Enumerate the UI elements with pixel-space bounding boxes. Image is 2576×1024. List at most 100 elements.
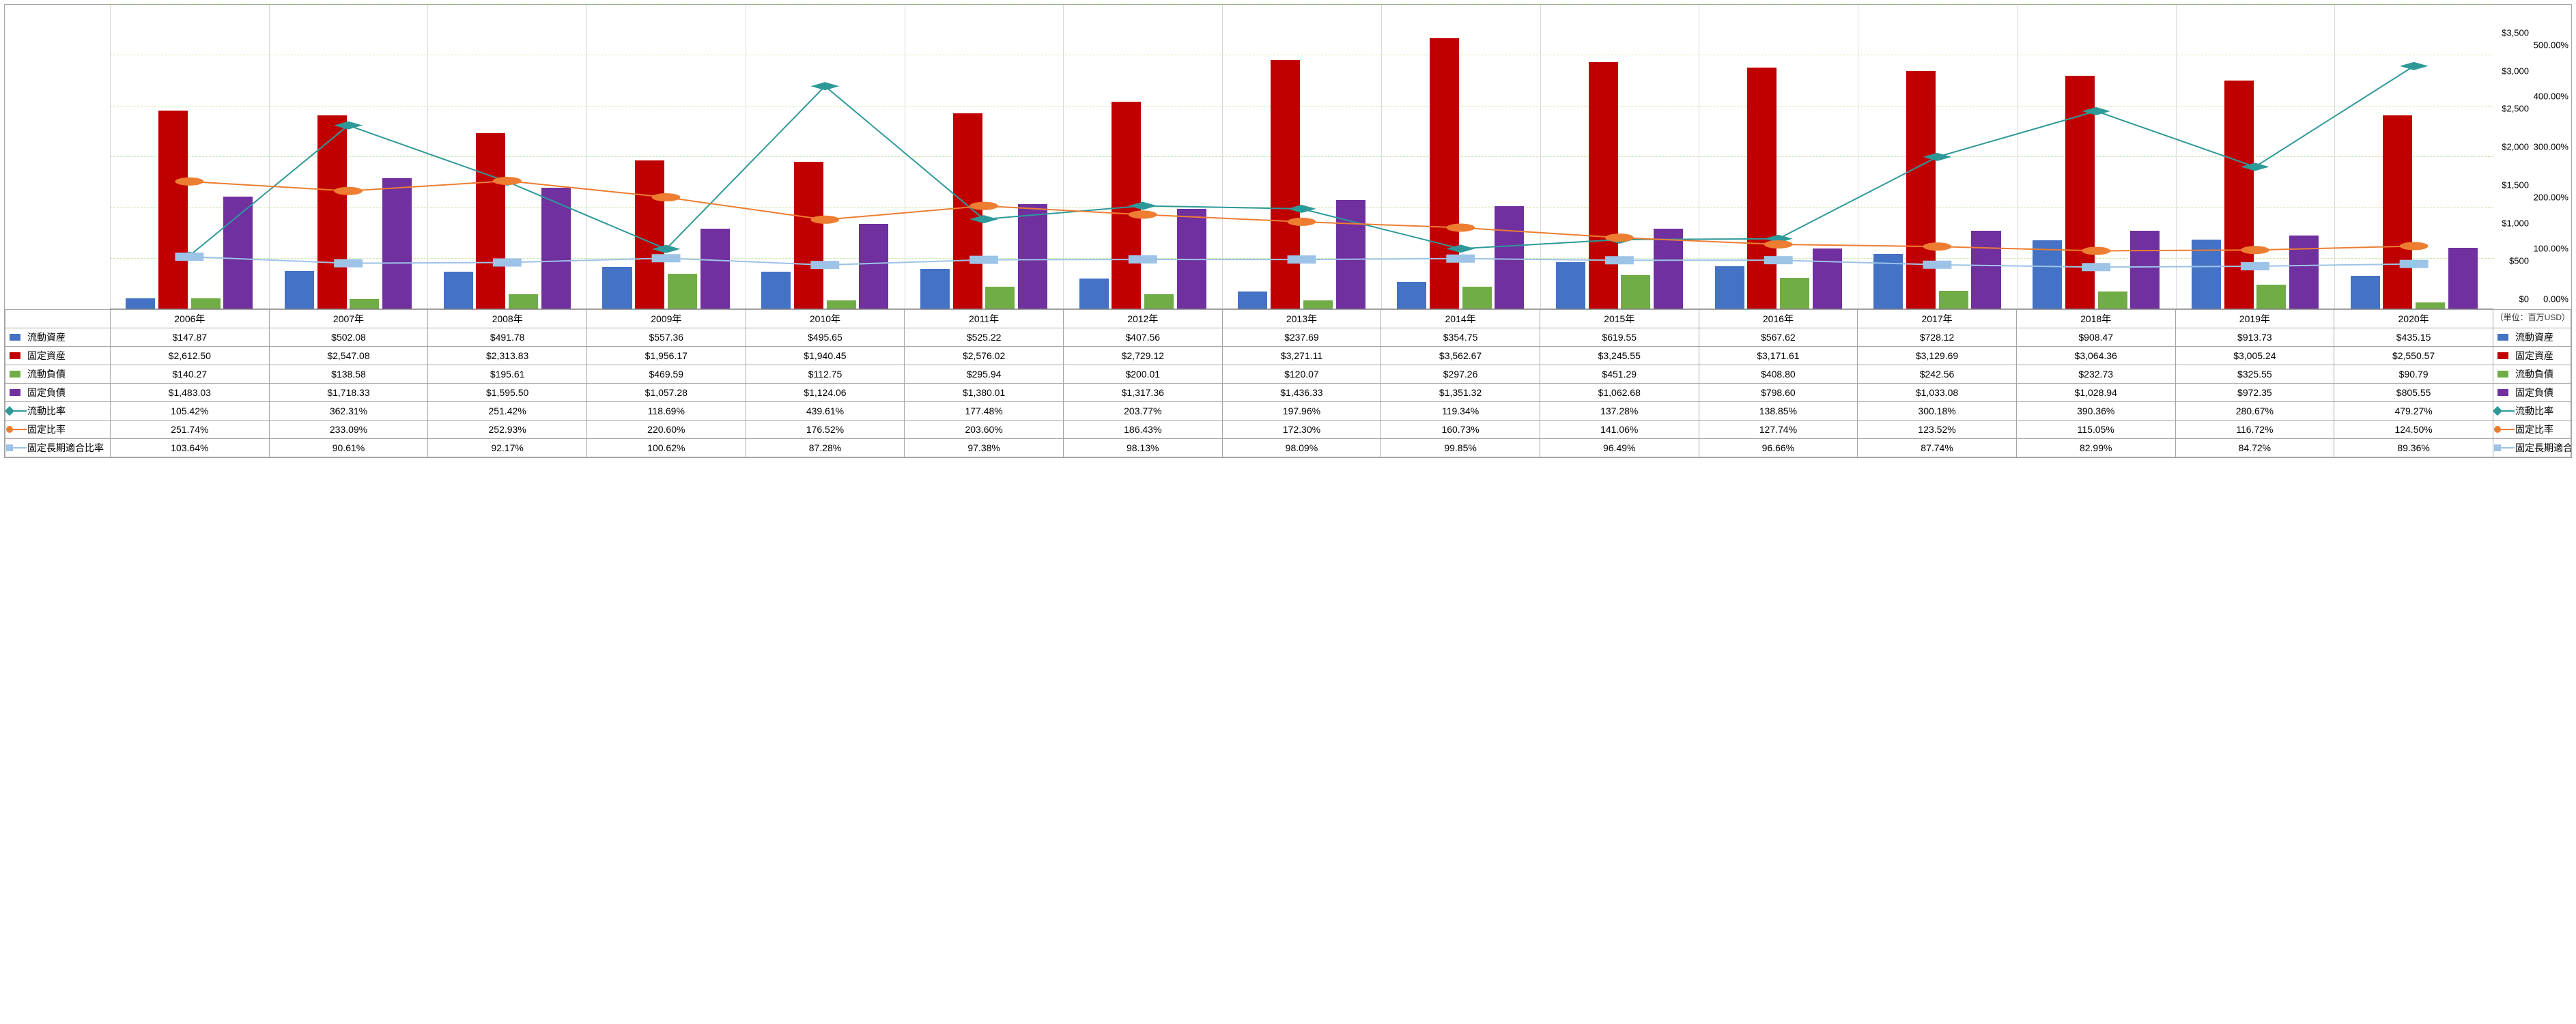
year-column xyxy=(1222,5,1381,309)
series-value: $3,271.11 xyxy=(1222,347,1381,365)
series-value: 118.69% xyxy=(586,402,746,421)
bar-固定資産 xyxy=(1589,62,1618,309)
year-header: 2012年 xyxy=(1063,310,1222,328)
bar-流動資産 xyxy=(1397,282,1426,309)
series-value: $805.55 xyxy=(2334,384,2493,402)
legend-item: 固定長期適合比率 xyxy=(2493,439,2571,457)
legend-item: 流動資産 xyxy=(2493,328,2571,347)
series-value: $2,547.08 xyxy=(269,347,428,365)
series-label: 固定負債 xyxy=(5,384,111,402)
series-value: $147.87 xyxy=(111,328,270,347)
year-header: 2020年 xyxy=(2334,310,2493,328)
series-label: 固定比率 xyxy=(5,421,111,439)
bar-流動負債 xyxy=(985,287,1015,309)
series-value: $3,171.61 xyxy=(1699,347,1858,365)
series-value: $972.35 xyxy=(2175,384,2334,402)
year-header: 2008年 xyxy=(428,310,587,328)
bar-固定資産 xyxy=(2065,76,2095,309)
series-value: 439.61% xyxy=(746,402,905,421)
series-value: 197.96% xyxy=(1222,402,1381,421)
series-value: $525.22 xyxy=(905,328,1064,347)
bar-流動負債 xyxy=(191,298,221,309)
series-value: $408.80 xyxy=(1699,365,1858,384)
year-column xyxy=(269,5,428,309)
year-header: 2009年 xyxy=(586,310,746,328)
series-value: $1,718.33 xyxy=(269,384,428,402)
series-value: 251.42% xyxy=(428,402,587,421)
series-value: $491.78 xyxy=(428,328,587,347)
series-label: 流動負債 xyxy=(5,365,111,384)
bar-流動資産 xyxy=(1079,279,1109,309)
bar-流動資産 xyxy=(126,298,155,309)
series-value: 123.52% xyxy=(1858,421,2017,439)
bar-固定資産 xyxy=(317,115,347,309)
series-label: 流動比率 xyxy=(5,402,111,421)
series-value: 119.34% xyxy=(1381,402,1540,421)
series-value: 124.50% xyxy=(2334,421,2493,439)
bar-流動負債 xyxy=(2098,291,2127,309)
series-value: 203.77% xyxy=(1063,402,1222,421)
series-value: $1,351.32 xyxy=(1381,384,1540,402)
series-value: $1,483.03 xyxy=(111,384,270,402)
bar-固定資産 xyxy=(2383,115,2412,309)
series-value: $798.60 xyxy=(1699,384,1858,402)
series-value: 203.60% xyxy=(905,421,1064,439)
series-value: $2,729.12 xyxy=(1063,347,1222,365)
bar-流動負債 xyxy=(1144,294,1174,309)
year-header: 2019年 xyxy=(2175,310,2334,328)
year-column xyxy=(2176,5,2335,309)
series-value: 90.61% xyxy=(269,439,428,457)
bar-固定負債 xyxy=(1813,248,1842,309)
bar-固定負債 xyxy=(1654,229,1683,309)
series-value: $1,062.68 xyxy=(1540,384,1699,402)
series-value: $3,064.36 xyxy=(2016,347,2175,365)
bar-流動資産 xyxy=(2033,240,2062,309)
series-value: $120.07 xyxy=(1222,365,1381,384)
series-value: $200.01 xyxy=(1063,365,1222,384)
series-value: 220.60% xyxy=(586,421,746,439)
legend-item: 固定比率 xyxy=(2493,421,2571,439)
series-value: $138.58 xyxy=(269,365,428,384)
bar-固定負債 xyxy=(1018,204,1047,309)
series-value: 177.48% xyxy=(905,402,1064,421)
bar-固定負債 xyxy=(1971,231,2000,309)
series-row: 固定負債$1,483.03$1,718.33$1,595.50$1,057.28… xyxy=(5,384,2571,402)
year-header: 2006年 xyxy=(111,310,270,328)
bar-固定負債 xyxy=(859,224,888,309)
series-value: $354.75 xyxy=(1381,328,1540,347)
secondary-y-axis: 0.00%100.00%200.00%300.00%400.00%500.00%… xyxy=(2533,5,2571,309)
series-value: $469.59 xyxy=(586,365,746,384)
series-value: $557.36 xyxy=(586,328,746,347)
series-value: $435.15 xyxy=(2334,328,2493,347)
bar-固定資産 xyxy=(635,160,664,309)
bar-固定負債 xyxy=(1336,200,1365,309)
series-value: 252.93% xyxy=(428,421,587,439)
year-column xyxy=(1381,5,1540,309)
series-value: 100.62% xyxy=(586,439,746,457)
series-value: $3,005.24 xyxy=(2175,347,2334,365)
year-header: 2011年 xyxy=(905,310,1064,328)
series-value: $2,612.50 xyxy=(111,347,270,365)
series-value: 92.17% xyxy=(428,439,587,457)
series-value: $908.47 xyxy=(2016,328,2175,347)
series-value: $1,380.01 xyxy=(905,384,1064,402)
series-value: 89.36% xyxy=(2334,439,2493,457)
series-value: $502.08 xyxy=(269,328,428,347)
bar-流動負債 xyxy=(1621,275,1650,309)
year-header: 2010年 xyxy=(746,310,905,328)
series-value: 99.85% xyxy=(1381,439,1540,457)
legend-item: 固定資産 xyxy=(2493,347,2571,365)
series-value: $3,245.55 xyxy=(1540,347,1699,365)
year-column xyxy=(110,5,269,309)
bar-固定資産 xyxy=(2224,81,2254,309)
year-header: 2018年 xyxy=(2016,310,2175,328)
series-value: $913.73 xyxy=(2175,328,2334,347)
bar-固定負債 xyxy=(2130,231,2160,309)
bar-固定負債 xyxy=(223,197,253,309)
series-value: 176.52% xyxy=(746,421,905,439)
bar-固定資産 xyxy=(476,133,505,309)
series-value: 98.13% xyxy=(1063,439,1222,457)
series-value: $1,033.08 xyxy=(1858,384,2017,402)
series-row: 流動比率105.42%362.31%251.42%118.69%439.61%1… xyxy=(5,402,2571,421)
series-value: $2,313.83 xyxy=(428,347,587,365)
